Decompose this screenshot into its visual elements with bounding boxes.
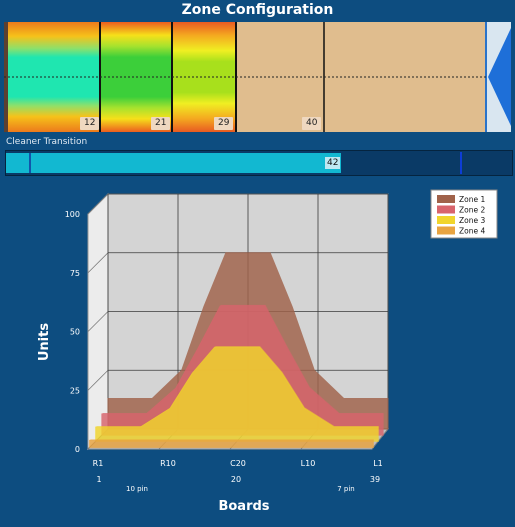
- y-tick-label: 25: [70, 386, 80, 395]
- gridline-side: [87, 311, 109, 332]
- chart-series: [89, 252, 389, 448]
- x-tick-label: L1: [373, 459, 383, 468]
- x-pin-label: 7 pin: [337, 485, 355, 493]
- legend-entry: Zone 4: [459, 227, 485, 236]
- x-tick-label: L10: [301, 459, 316, 468]
- x-tick-label: R1: [93, 459, 104, 468]
- x-tick-label: R10: [160, 459, 176, 468]
- zone-marker-label: 29: [214, 117, 234, 130]
- y-axis-ticks: 0 25 50 75 100: [65, 210, 80, 454]
- legend-swatch: [437, 205, 455, 214]
- series-area: [95, 346, 379, 442]
- legend-swatch: [437, 216, 455, 224]
- legend-entry: Zone 3: [459, 216, 485, 225]
- legend-swatch: [437, 195, 455, 203]
- x-tick-label: C20: [230, 459, 246, 468]
- gridline-floor: [371, 428, 389, 450]
- y-axis-title: Units: [37, 323, 52, 361]
- zone-heatmap: [4, 22, 511, 132]
- legend-entry: Zone 1: [459, 195, 485, 204]
- cleaner-transition-start-handle[interactable]: [29, 153, 31, 173]
- y-tick-label: 75: [70, 269, 80, 278]
- y-tick-label: 50: [70, 328, 80, 337]
- cleaner-transition-value: 42: [325, 157, 341, 169]
- x-board-number: 1: [96, 475, 101, 484]
- gridline-side: [87, 252, 109, 274]
- x-axis-title: Boards: [218, 499, 269, 514]
- zone-marker-label: 40: [302, 117, 322, 130]
- zone-marker-label: 21: [151, 117, 171, 130]
- cleaner-transition-label: Cleaner Transition: [6, 137, 88, 147]
- gridline-side: [87, 369, 109, 391]
- legend-swatch: [437, 226, 455, 235]
- legend-entry: Zone 2: [459, 206, 485, 215]
- y-tick-label: 0: [75, 445, 80, 454]
- cleaner-transition-end-marker: [460, 152, 462, 174]
- zone-strip[interactable]: 12 21 29 40: [4, 22, 511, 132]
- page-title: Zone Configuration: [181, 2, 334, 18]
- lane-direction-arrow-icon: [488, 28, 511, 126]
- x-pin-label: 10 pin: [126, 485, 148, 493]
- zone-units-chart: 0 25 50 75 100 R1 R10 C20 L10 L1 1 20 39 10 pin 7 pin…: [37, 189, 498, 514]
- cleaner-transition-fill: [6, 153, 341, 173]
- zone-marker-label: 12: [80, 117, 100, 130]
- x-axis-ticks: R1 R10 C20 L10 L1 1 20 39 10 pin 7 pin: [93, 459, 383, 493]
- gridline-side: [87, 193, 109, 215]
- y-tick-label: 100: [65, 210, 80, 219]
- cleaner-transition-slider[interactable]: 42: [5, 150, 513, 176]
- x-board-number: 20: [231, 475, 241, 484]
- series-area: [89, 439, 374, 448]
- x-board-number: 39: [370, 475, 380, 484]
